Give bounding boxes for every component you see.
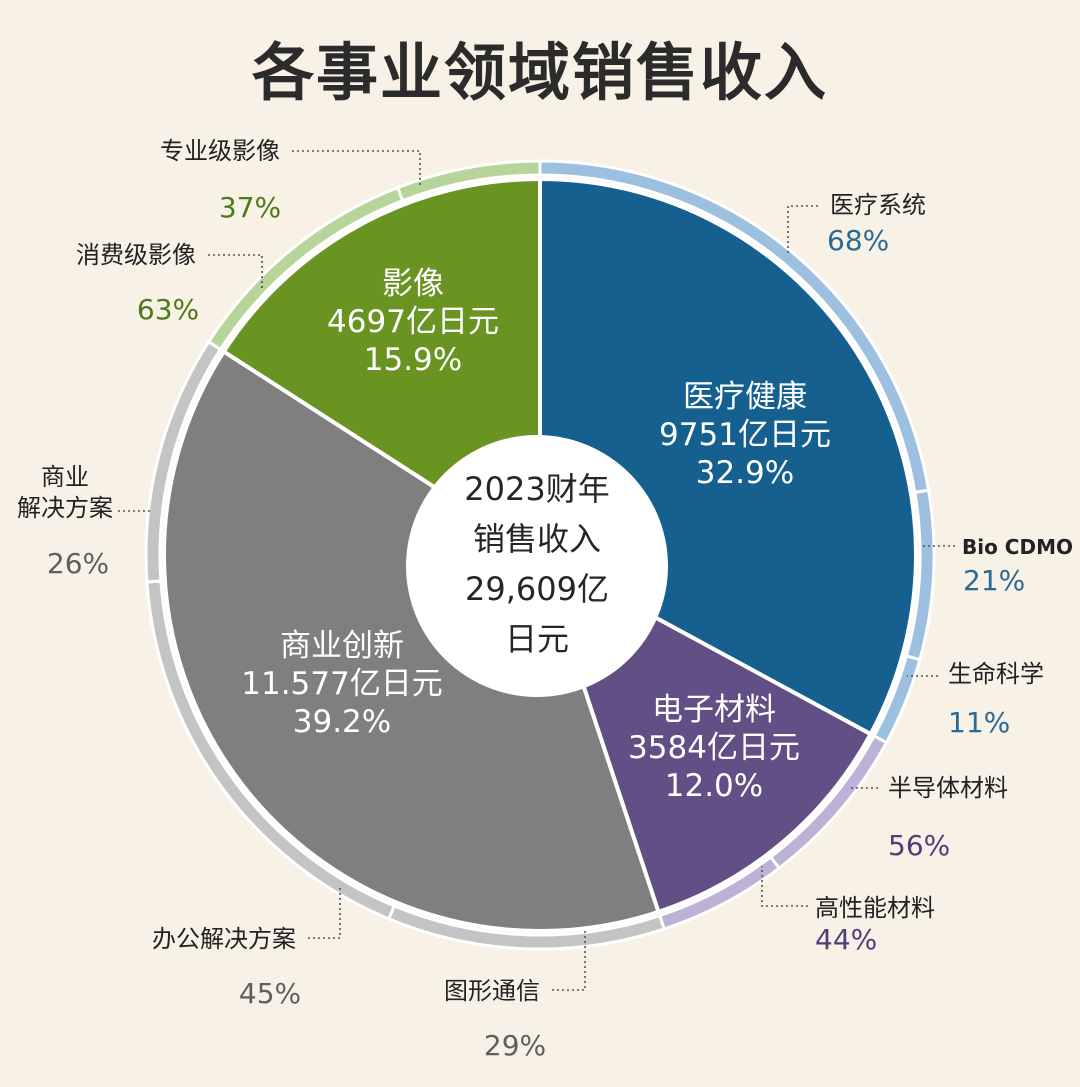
segment-percent-医疗健康: 32.9% — [696, 455, 794, 491]
subsegment-name-图形通信: 图形通信 — [444, 977, 540, 1005]
subsegment-name-生命科学: 生命科学 — [948, 660, 1044, 688]
leader-line-医疗系统 — [787, 205, 818, 255]
leader-line-专业级影像 — [292, 150, 421, 186]
leader-line-图形通信 — [552, 930, 586, 991]
segment-value-电子材料: 3584亿日元 — [628, 730, 800, 766]
segment-name-影像: 影像 — [382, 266, 444, 302]
subsegment-percent-半导体材料: 56% — [888, 829, 950, 862]
center-label-line-2: 销售收入 — [473, 520, 601, 558]
leader-line-高性能材料 — [761, 866, 808, 907]
segment-value-影像: 4697亿日元 — [327, 304, 499, 340]
subsegment-percent-生命科学: 11% — [948, 706, 1010, 739]
subsegment-name-商业-解决方案-line-1: 商业 — [41, 463, 89, 491]
subsegment-name-高性能材料: 高性能材料 — [815, 894, 935, 922]
subsegment-percent-消费级影像: 63% — [137, 293, 199, 326]
segment-percent-商业创新: 39.2% — [293, 704, 391, 740]
subsegment-name-消费级影像: 消费级影像 — [76, 241, 196, 269]
segment-value-商业创新: 11.577亿日元 — [241, 666, 442, 702]
subsegment-name-bio-cdmo: Bio CDMO — [962, 535, 1073, 559]
subsegment-percent-bio-cdmo: 21% — [963, 564, 1025, 597]
center-label-line-1: 2023财年 — [464, 470, 609, 508]
subsegment-percent-图形通信: 29% — [484, 1029, 546, 1062]
segment-name-医疗健康: 医疗健康 — [683, 379, 807, 415]
leader-line-办公解决方案 — [308, 886, 341, 939]
subsegment-name-专业级影像: 专业级影像 — [160, 137, 280, 165]
segment-value-医疗健康: 9751亿日元 — [659, 417, 831, 453]
subsegment-name-医疗系统: 医疗系统 — [830, 191, 926, 219]
subsegment-name-商业-解决方案-line-2: 解决方案 — [17, 494, 113, 522]
ring-segment-专业级影像 — [395, 159, 542, 203]
chart-title: 各事业领域销售收入 — [251, 36, 828, 109]
subsegment-percent-商业-解决方案: 26% — [47, 547, 109, 580]
center-circle — [406, 435, 668, 697]
subsegment-percent-高性能材料: 44% — [815, 923, 877, 956]
segment-name-商业创新: 商业创新 — [280, 628, 404, 664]
pie-slice-商业创新 — [162, 349, 661, 933]
segment-percent-电子材料: 12.0% — [665, 768, 763, 804]
subsegment-percent-办公解决方案: 45% — [239, 977, 301, 1010]
center-label-line-4: 日元 — [505, 620, 569, 658]
subsegment-percent-专业级影像: 37% — [219, 191, 281, 224]
subsegment-name-半导体材料: 半导体材料 — [888, 774, 1008, 802]
segment-name-电子材料: 电子材料 — [652, 692, 776, 728]
subsegment-percent-医疗系统: 68% — [827, 224, 889, 257]
subsegment-name-办公解决方案: 办公解决方案 — [152, 925, 296, 953]
center-label-line-3: 29,609亿 — [465, 570, 609, 608]
segment-percent-影像: 15.9% — [364, 342, 462, 378]
